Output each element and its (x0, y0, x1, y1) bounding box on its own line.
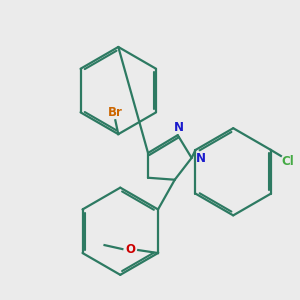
Text: N: N (196, 152, 206, 165)
Text: Cl: Cl (281, 155, 294, 168)
Text: O: O (125, 243, 135, 256)
Text: N: N (174, 121, 184, 134)
Text: Br: Br (108, 106, 123, 119)
